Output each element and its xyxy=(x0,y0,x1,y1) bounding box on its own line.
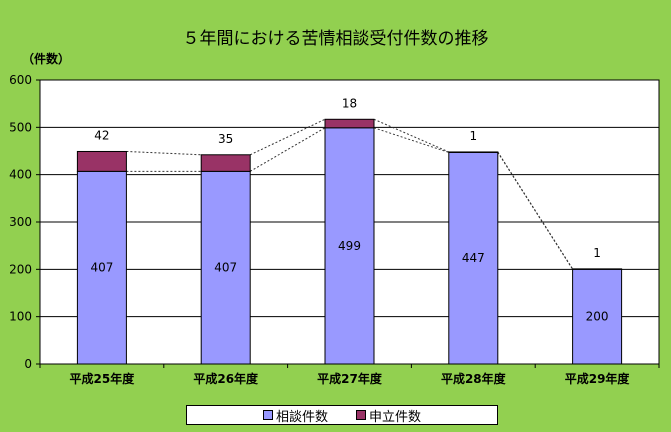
chart-title: ５年間における苦情相談受付件数の推移 xyxy=(182,29,489,49)
data-label-petitions-4: 1 xyxy=(593,246,601,260)
series-line-consultations-1 xyxy=(249,127,326,172)
bar-consultations-3 xyxy=(448,151,499,365)
y-tick-label-6: 600 xyxy=(9,73,32,87)
x-category-label-0: 平成25年度 xyxy=(70,371,136,386)
data-label-consultations-1: 407 xyxy=(214,261,237,275)
legend-label-consultations: 相談件数 xyxy=(275,409,328,425)
x-category-label-4: 平成29年度 xyxy=(565,371,631,386)
legend-item-consultations: 相談件数 xyxy=(262,406,328,425)
legend-label-petitions: 申立件数 xyxy=(369,409,422,425)
data-label-consultations-0: 407 xyxy=(90,261,113,275)
bar-petitions-3 xyxy=(448,151,499,153)
bar-consultations-4 xyxy=(572,268,623,365)
series-line-petitions-0 xyxy=(126,150,202,156)
y-tick-label-0: 0 xyxy=(24,357,32,371)
series-line-petitions-1 xyxy=(249,118,326,156)
data-label-petitions-2: 18 xyxy=(342,96,357,110)
legend-swatch-petitions xyxy=(356,410,366,420)
bar-consultations-0 xyxy=(76,170,127,365)
y-tick-label-5: 500 xyxy=(9,120,32,134)
bar-consultations-2 xyxy=(324,127,375,365)
bar-petitions-1 xyxy=(200,154,251,172)
x-category-label-3: 平成28年度 xyxy=(441,371,507,386)
y-tick-label-4: 400 xyxy=(9,168,32,182)
series-line-petitions-3 xyxy=(497,151,574,270)
bar-petitions-2 xyxy=(324,118,375,129)
y-tick-label-1: 100 xyxy=(9,310,32,324)
legend: 相談件数 申立件数 xyxy=(186,405,498,425)
bar-petitions-4 xyxy=(572,268,623,270)
data-label-petitions-3: 1 xyxy=(469,129,477,143)
series-line-consultations-2 xyxy=(373,127,449,153)
x-category-label-1: 平成26年度 xyxy=(193,371,259,386)
y-axis-unit-label: （件数） xyxy=(22,52,71,66)
x-category-label-2: 平成27年度 xyxy=(317,371,383,386)
legend-swatch-consultations xyxy=(262,410,273,420)
legend-item-petitions: 申立件数 xyxy=(356,406,421,425)
data-label-petitions-1: 35 xyxy=(218,132,233,146)
data-label-consultations-4: 200 xyxy=(586,310,609,324)
data-label-petitions-0: 42 xyxy=(94,128,109,142)
bar-petitions-0 xyxy=(76,150,127,172)
y-tick-label-3: 300 xyxy=(9,215,32,229)
data-label-consultations-3: 447 xyxy=(462,251,485,265)
series-line-petitions-2 xyxy=(373,118,450,153)
y-tick-label-2: 200 xyxy=(9,262,32,276)
data-label-consultations-2: 499 xyxy=(338,239,361,253)
